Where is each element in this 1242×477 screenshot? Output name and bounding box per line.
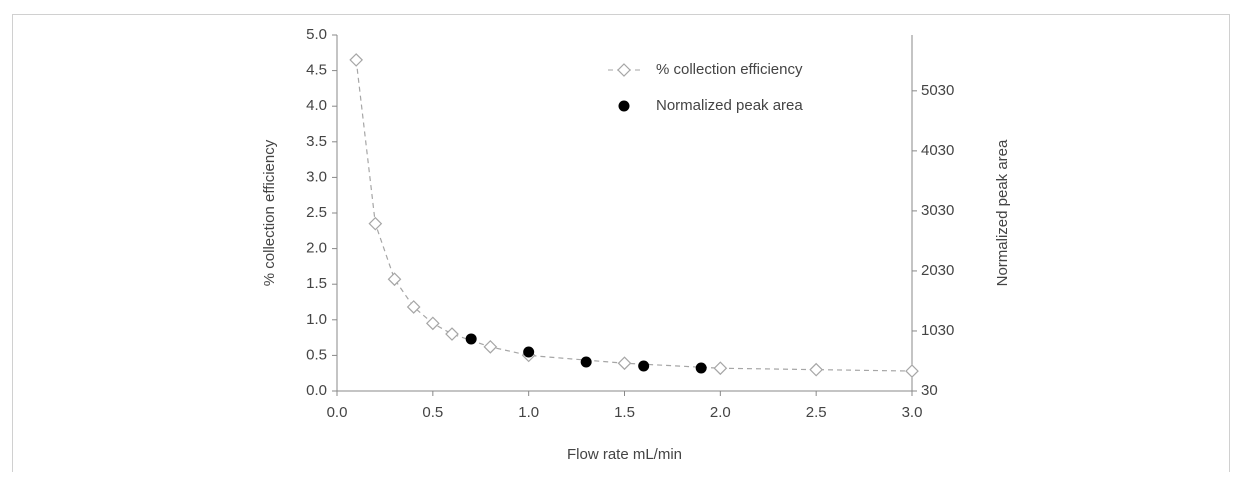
x-axis-label: Flow rate mL/min	[567, 446, 682, 463]
data-point	[349, 53, 364, 67]
x-tick-label: 2.0	[710, 404, 731, 421]
y-tick-label: 0.5	[306, 346, 327, 363]
y-axis-label: % collection efficiency	[261, 139, 278, 286]
x-tick-label: 0.0	[327, 404, 348, 421]
legend-label: Normalized peak area	[656, 97, 803, 114]
y-tick-label: 1.0	[306, 311, 327, 328]
x-tick-label: 1.0	[518, 404, 539, 421]
y-tick-label: 2.5	[306, 204, 327, 221]
data-point	[713, 361, 728, 376]
data-point	[617, 356, 632, 371]
y-tick-label: 2.0	[306, 240, 327, 257]
frame	[12, 14, 1230, 477]
x-tick-label: 3.0	[902, 404, 923, 421]
y-tick-label: 4.5	[306, 62, 327, 79]
data-point	[809, 362, 824, 377]
y-tick-label: 0.0	[306, 382, 327, 399]
y2-tick-label: 3030	[921, 202, 954, 219]
y-tick-label: 3.5	[306, 133, 327, 150]
y2-tick-label: 4030	[921, 142, 954, 159]
data-point	[465, 333, 477, 345]
y-tick-label: 1.5	[306, 275, 327, 292]
data-point	[368, 216, 383, 231]
y2-tick-label: 5030	[921, 82, 954, 99]
data-point	[523, 346, 535, 358]
data-point	[638, 360, 650, 372]
y-tick-label: 5.0	[306, 26, 327, 43]
y2-tick-label: 1030	[921, 322, 954, 339]
data-point	[445, 327, 459, 341]
y2-tick-label: 30	[921, 382, 938, 399]
data-point	[905, 364, 919, 378]
x-tick-label: 0.5	[422, 404, 443, 421]
y2-axis-label: Normalized peak area	[994, 139, 1011, 286]
series-line	[355, 59, 913, 372]
legend-label: % collection efficiency	[656, 61, 803, 78]
x-tick-label: 2.5	[806, 404, 827, 421]
data-point	[425, 316, 440, 331]
y2-tick-label: 2030	[921, 262, 954, 279]
data-point	[695, 362, 707, 374]
legend-marker	[617, 63, 631, 77]
y-tick-label: 4.0	[306, 97, 327, 114]
data-point	[483, 340, 498, 354]
data-point	[387, 272, 402, 287]
x-tick-label: 1.5	[614, 404, 635, 421]
data-point	[580, 356, 592, 368]
y-tick-label: 3.0	[306, 168, 327, 185]
data-point	[406, 300, 421, 314]
legend-marker	[618, 100, 630, 112]
